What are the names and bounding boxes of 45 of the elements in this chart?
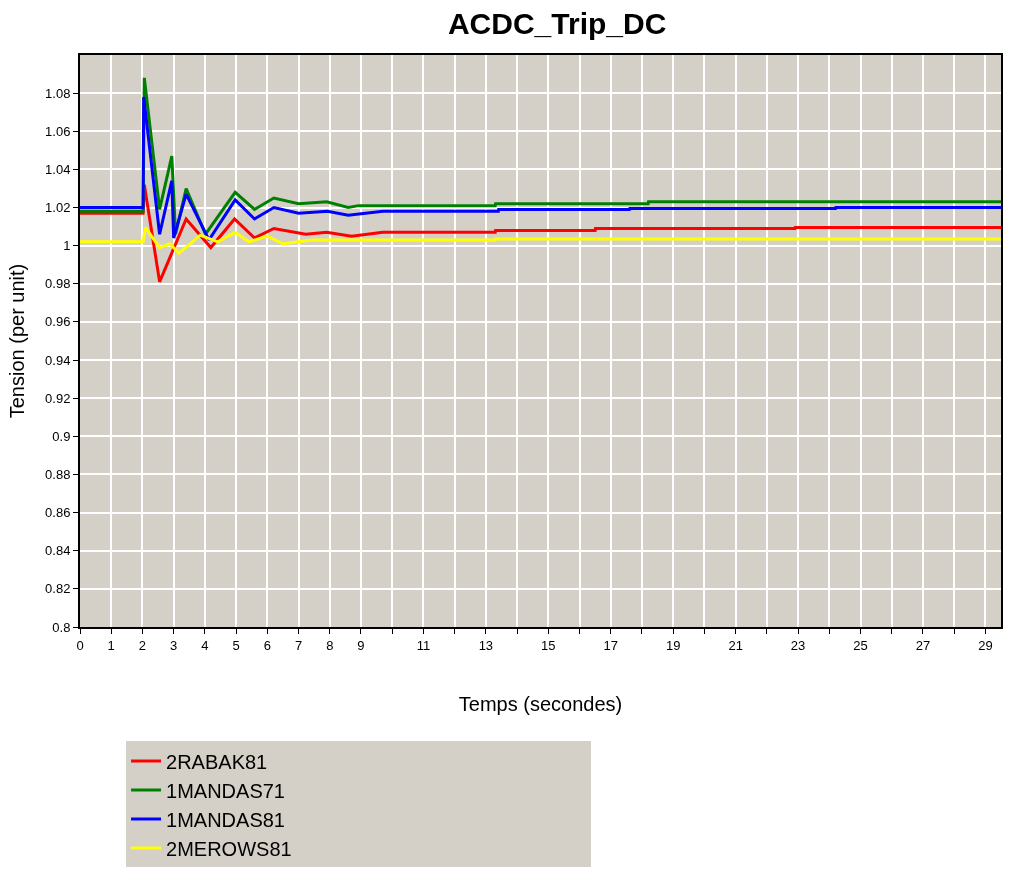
y-tick-label: 0.94 bbox=[45, 352, 71, 368]
line-series bbox=[80, 226, 1001, 255]
y-tick-label: 1.04 bbox=[45, 161, 71, 177]
x-tick-label: 3 bbox=[170, 637, 178, 653]
y-tick-label: 0.86 bbox=[45, 505, 71, 521]
y-tick-label: 0.8 bbox=[52, 619, 71, 635]
x-tick-label: 8 bbox=[326, 637, 334, 653]
x-tick-label: 13 bbox=[478, 637, 494, 653]
legend-label: 2RABAK81 bbox=[166, 750, 268, 773]
x-tick-label: 5 bbox=[232, 637, 240, 653]
chart-title: ACDC_Trip_DC bbox=[447, 7, 667, 41]
x-tick-label: 9 bbox=[357, 637, 365, 653]
x-tick-label: 2 bbox=[138, 637, 147, 653]
x-tick-label: 17 bbox=[603, 637, 618, 653]
y-tick-label: 1.06 bbox=[45, 123, 71, 139]
x-axis-title: Temps (secondes) bbox=[458, 692, 623, 715]
line-series bbox=[80, 183, 1001, 284]
y-tick-label: 1.08 bbox=[45, 85, 71, 101]
legend-label: 2MEROWS81 bbox=[166, 837, 292, 860]
x-tick-label: 23 bbox=[790, 637, 806, 653]
x-tick-label: 6 bbox=[263, 637, 271, 653]
x-tick-label: 7 bbox=[294, 637, 303, 653]
y-tick-label: 1.02 bbox=[45, 200, 71, 216]
y-tick-label: 0.88 bbox=[45, 467, 71, 483]
x-tick-label: 4 bbox=[201, 637, 209, 653]
x-tick-label: 29 bbox=[978, 637, 993, 653]
y-tick-label: 0.9 bbox=[52, 428, 71, 444]
y-tick-label: 0.96 bbox=[45, 314, 71, 330]
x-tick-label: 19 bbox=[665, 637, 681, 653]
x-tick-label: 15 bbox=[541, 637, 556, 653]
x-tick-label: 25 bbox=[853, 637, 868, 653]
x-tick-label: 11 bbox=[416, 637, 431, 653]
line-series bbox=[80, 95, 1001, 242]
x-tick-label: 1 bbox=[107, 637, 115, 653]
y-tick-label: 1 bbox=[63, 238, 71, 254]
y-tick-label: 0.82 bbox=[45, 581, 71, 597]
y-tick-label: 0.92 bbox=[45, 390, 71, 406]
y-tick-label: 0.84 bbox=[45, 543, 71, 559]
legend-label: 1MANDAS71 bbox=[166, 779, 285, 802]
y-axis-title: Tension (per unit) bbox=[6, 263, 29, 419]
x-tick-label: 21 bbox=[728, 637, 743, 653]
legend-label: 1MANDAS81 bbox=[166, 808, 285, 831]
x-tick-label: 27 bbox=[915, 637, 931, 653]
y-tick-label: 0.98 bbox=[45, 276, 71, 292]
x-tick-label: 0 bbox=[76, 637, 84, 653]
